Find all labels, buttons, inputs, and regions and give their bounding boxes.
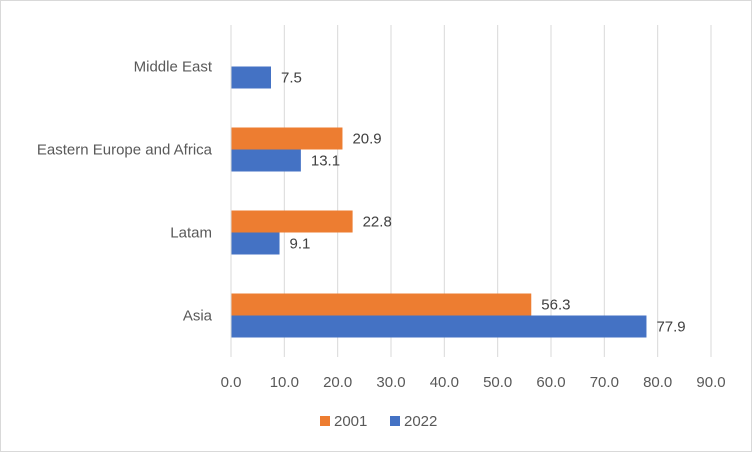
legend-label: 2022 <box>404 413 437 430</box>
legend-swatch <box>390 416 400 426</box>
data-label: 9.1 <box>290 236 311 253</box>
x-tick-label: 80.0 <box>643 374 672 391</box>
bar-2022 <box>231 315 647 338</box>
data-label: 13.1 <box>311 153 340 170</box>
bar-2001 <box>231 210 353 233</box>
bar-2022 <box>231 66 271 89</box>
bar-2001 <box>231 293 532 316</box>
bar-2022 <box>231 149 301 172</box>
x-tick-label: 0.0 <box>221 374 242 391</box>
x-tick-label: 10.0 <box>270 374 299 391</box>
x-tick-label: 70.0 <box>590 374 619 391</box>
legend-label: 2001 <box>334 413 367 430</box>
data-label: 56.3 <box>541 297 570 314</box>
category-label: Middle East <box>134 59 213 76</box>
x-tick-label: 90.0 <box>696 374 725 391</box>
category-label: Eastern Europe and Africa <box>37 142 213 159</box>
data-label: 77.9 <box>656 319 685 336</box>
category-label: Latam <box>170 225 212 242</box>
data-label: 7.5 <box>281 70 302 87</box>
legend-swatch <box>320 416 330 426</box>
x-tick-label: 50.0 <box>483 374 512 391</box>
data-label: 22.8 <box>363 214 392 231</box>
bar-2022 <box>231 232 280 255</box>
category-label: Asia <box>183 308 213 325</box>
bar-2001 <box>231 127 343 150</box>
x-tick-label: 60.0 <box>536 374 565 391</box>
x-tick-label: 20.0 <box>323 374 352 391</box>
x-tick-label: 40.0 <box>430 374 459 391</box>
x-tick-label: 30.0 <box>376 374 405 391</box>
data-label: 20.9 <box>352 131 381 148</box>
